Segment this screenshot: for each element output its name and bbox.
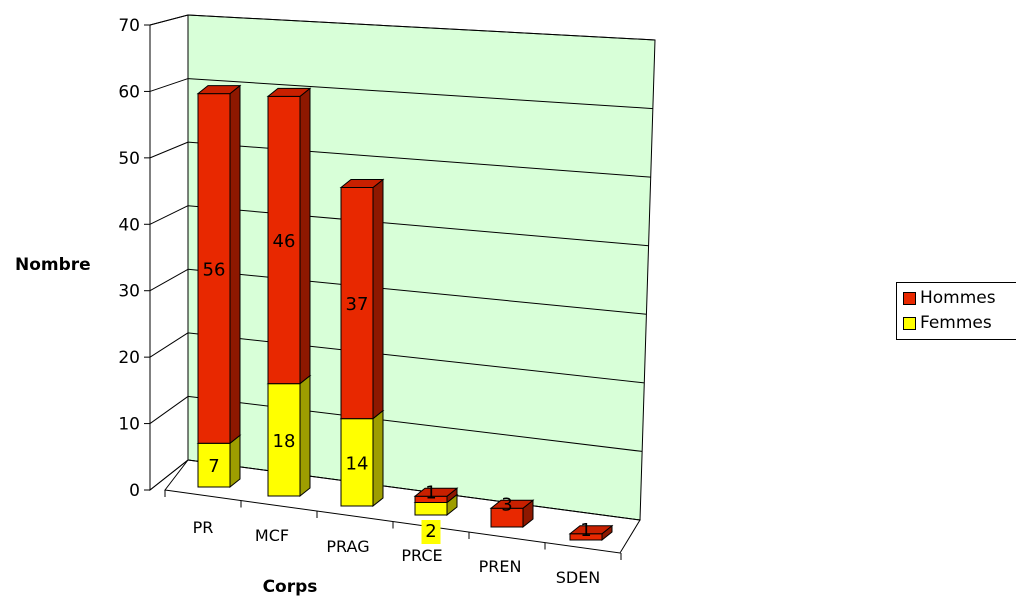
- label-hommes-prce: 1: [425, 482, 436, 503]
- y-axis-title: Nombre: [15, 255, 91, 275]
- y-tick-label: 20: [118, 348, 140, 368]
- x-tick-label: PRAG: [326, 537, 369, 556]
- side-gridline: [149, 396, 189, 424]
- y-tick-label: 70: [118, 16, 140, 36]
- legend-swatch-femmes: [903, 316, 916, 330]
- bar-hommes-mcf-side: [299, 87, 311, 385]
- bar-femmes-prce-front: [414, 502, 448, 516]
- bar-femmes-mcf-side: [299, 374, 311, 498]
- x-tick-label: SDEN: [556, 568, 601, 587]
- label-hommes-pren: 3: [501, 494, 512, 515]
- label-femmes-prce: 2: [425, 521, 436, 542]
- side-gridline: [149, 14, 189, 26]
- label-femmes-prag-bg: [342, 452, 372, 477]
- label-femmes-mcf: 18: [273, 431, 296, 452]
- y-tick-label: 40: [118, 215, 140, 235]
- y-tick-label: 50: [118, 149, 140, 169]
- label-hommes-sden: 1: [580, 520, 591, 541]
- gridline: [187, 205, 649, 247]
- side-gridline: [149, 141, 189, 159]
- bar-hommes-pr-top: [196, 85, 242, 95]
- chart-legend: Hommes Femmes: [896, 282, 1016, 340]
- label-femmes-mcf-bg: [269, 429, 299, 454]
- bar-hommes-sden-top: [568, 525, 614, 535]
- side-gridline: [149, 268, 189, 292]
- legend-item-hommes: Hommes: [903, 288, 996, 308]
- x-axis-title: Corps: [263, 577, 318, 597]
- gridline: [187, 78, 653, 110]
- side-wall: [149, 14, 189, 492]
- side-gridline: [149, 78, 189, 92]
- x-tick-label: MCF: [255, 526, 289, 545]
- label-femmes-pr: 7: [208, 456, 219, 477]
- bar-femmes-pr-side: [229, 434, 241, 489]
- label-femmes-pr-bg: [204, 455, 224, 480]
- legend-swatch-hommes: [903, 291, 916, 305]
- label-femmes-prce-bg: [421, 520, 441, 544]
- bar-hommes-pr-side: [229, 84, 241, 445]
- gridline: [187, 332, 645, 384]
- bar-hommes-pren-top: [489, 499, 535, 509]
- side-gridline: [149, 459, 189, 491]
- x-tick-label: PR: [193, 518, 214, 537]
- label-hommes-pr: 56: [203, 259, 226, 280]
- bar-hommes-mcf-top: [266, 87, 312, 97]
- x-tick-label: PREN: [479, 557, 522, 576]
- gridline: [187, 459, 641, 521]
- bar-hommes-prag-top: [339, 179, 385, 189]
- gridline: [187, 14, 656, 41]
- gridline: [187, 395, 643, 452]
- gridline: [187, 268, 647, 315]
- bar-femmes-prag-side: [372, 409, 384, 508]
- x-tick-label: PRCE: [401, 546, 442, 565]
- y-tick-label: 0: [129, 481, 140, 501]
- y-tick-label: 60: [118, 82, 140, 102]
- side-gridline: [149, 205, 189, 225]
- legend-label-hommes: Hommes: [920, 288, 996, 308]
- bar-hommes-prag-side: [372, 178, 384, 420]
- y-tick-label: 10: [118, 415, 140, 435]
- bar-hommes-prce-top: [413, 487, 459, 497]
- label-hommes-prag: 37: [346, 294, 369, 315]
- legend-label-femmes: Femmes: [920, 313, 992, 333]
- side-gridline: [149, 332, 189, 358]
- gridline: [187, 141, 651, 178]
- label-hommes-mcf: 46: [273, 231, 296, 252]
- legend-item-femmes: Femmes: [903, 313, 992, 333]
- label-femmes-prag: 14: [346, 453, 369, 474]
- y-tick-label: 30: [118, 282, 140, 302]
